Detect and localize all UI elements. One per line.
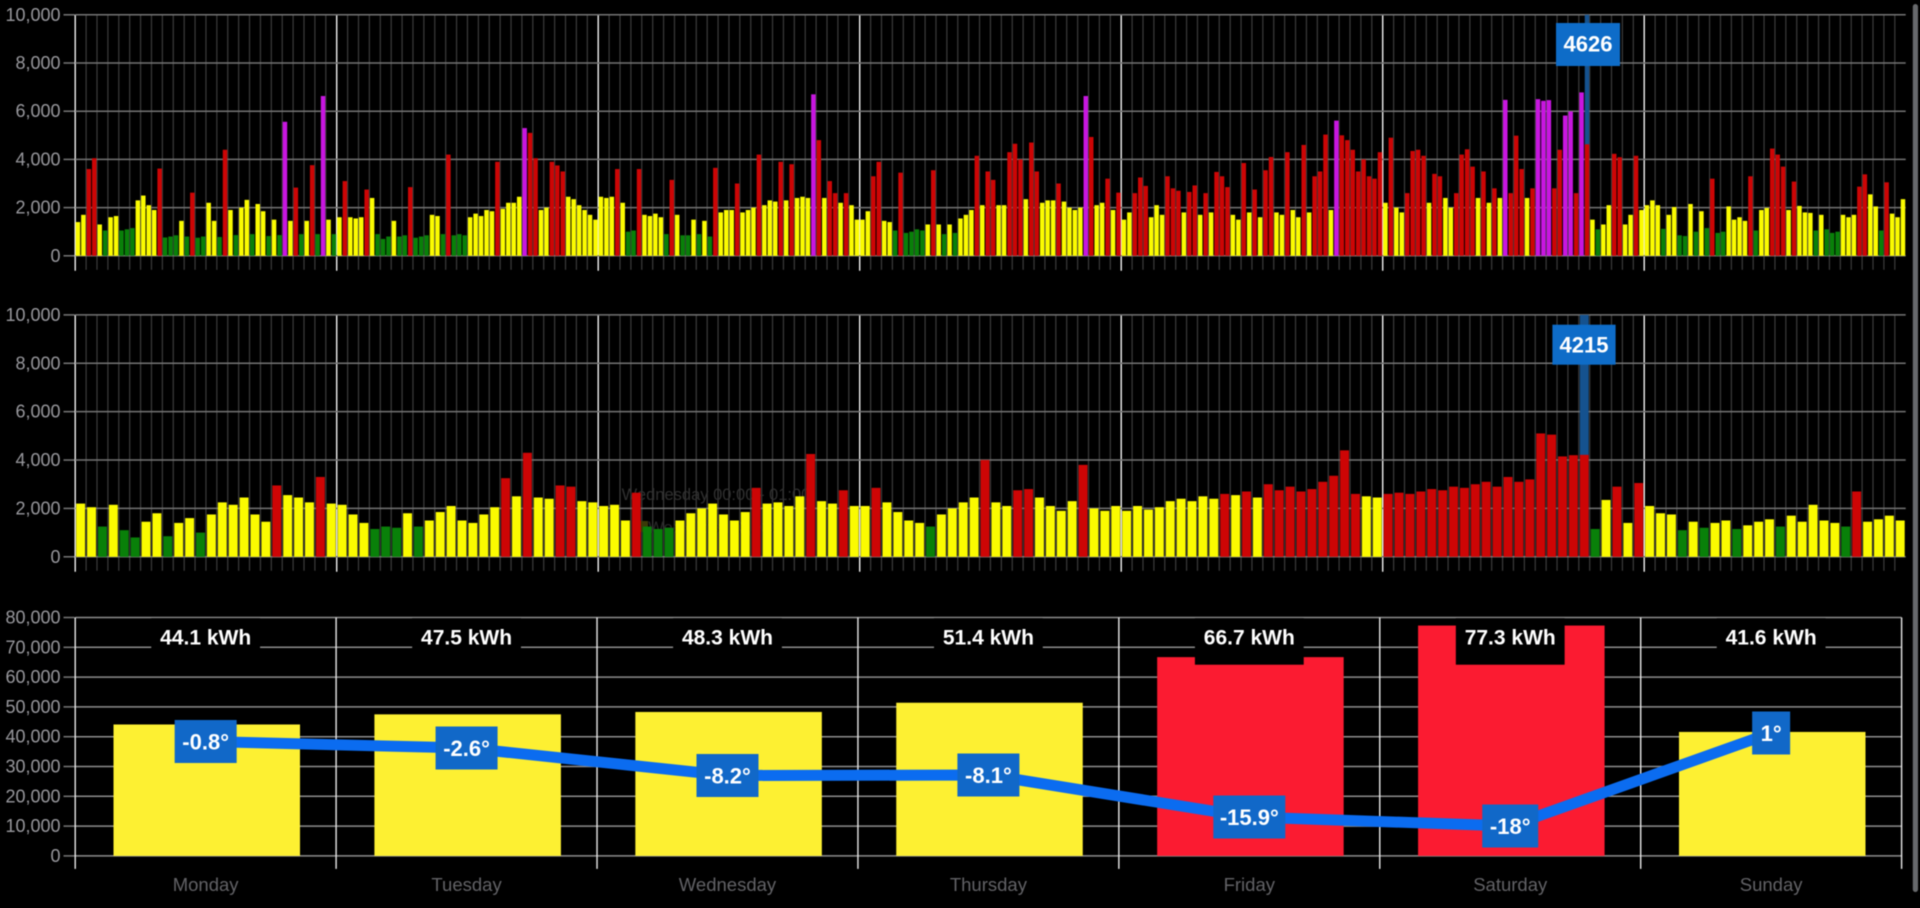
svg-text:30,000: 30,000 (5, 757, 60, 777)
svg-text:0: 0 (50, 547, 60, 567)
svg-text:77.3 kWh: 77.3 kWh (1465, 627, 1556, 650)
svg-text:Wednesday: Wednesday (679, 874, 777, 895)
svg-text:-8.2°: -8.2° (704, 763, 751, 788)
svg-text:Tuesday: Tuesday (431, 874, 502, 895)
svg-text:4,000: 4,000 (15, 149, 60, 169)
svg-text:50,000: 50,000 (5, 697, 60, 717)
svg-text:8,000: 8,000 (15, 53, 60, 73)
svg-text:66.7 kWh: 66.7 kWh (1204, 627, 1295, 650)
svg-text:48.3 kWh: 48.3 kWh (682, 627, 773, 650)
svg-text:6,000: 6,000 (15, 101, 60, 121)
svg-text:60,000: 60,000 (5, 667, 60, 687)
svg-text:80,000: 80,000 (5, 608, 60, 628)
svg-text:20,000: 20,000 (5, 786, 60, 806)
svg-text:-18°: -18° (1490, 814, 1531, 839)
svg-text:0: 0 (50, 246, 60, 266)
svg-text:-2.6°: -2.6° (443, 736, 490, 761)
svg-text:0: 0 (50, 846, 60, 866)
svg-text:8,000: 8,000 (15, 353, 60, 373)
svg-text:70,000: 70,000 (5, 637, 60, 657)
svg-text:-8.1°: -8.1° (965, 763, 1012, 788)
svg-text:10,000: 10,000 (5, 816, 60, 836)
svg-text:4,000: 4,000 (15, 450, 60, 470)
svg-text:-15.9°: -15.9° (1220, 805, 1279, 830)
svg-text:4626: 4626 (1564, 32, 1613, 57)
svg-text:Monday: Monday (173, 874, 240, 895)
svg-text:2,000: 2,000 (15, 198, 60, 218)
svg-text:6,000: 6,000 (15, 402, 60, 422)
svg-text:44.1 kWh: 44.1 kWh (160, 627, 251, 650)
svg-text:2,000: 2,000 (15, 498, 60, 518)
svg-text:51.4 kWh: 51.4 kWh (943, 627, 1034, 650)
svg-text:10,000: 10,000 (5, 5, 60, 25)
svg-text:10,000: 10,000 (5, 305, 60, 325)
svg-text:4215: 4215 (1560, 332, 1609, 357)
svg-text:Friday: Friday (1224, 874, 1276, 895)
svg-text:41.6 kWh: 41.6 kWh (1726, 627, 1817, 650)
svg-text:1°: 1° (1761, 721, 1782, 746)
svg-text:Sunday: Sunday (1740, 874, 1803, 895)
svg-text:Saturday: Saturday (1473, 874, 1548, 895)
svg-text:-0.8°: -0.8° (182, 729, 229, 754)
svg-text:Thursday: Thursday (950, 874, 1028, 895)
svg-text:40,000: 40,000 (5, 727, 60, 747)
svg-text:Wednesday 00:00 - 01:00: Wednesday 00:00 - 01:00 (622, 486, 811, 504)
svg-text:47.5 kWh: 47.5 kWh (421, 627, 512, 650)
